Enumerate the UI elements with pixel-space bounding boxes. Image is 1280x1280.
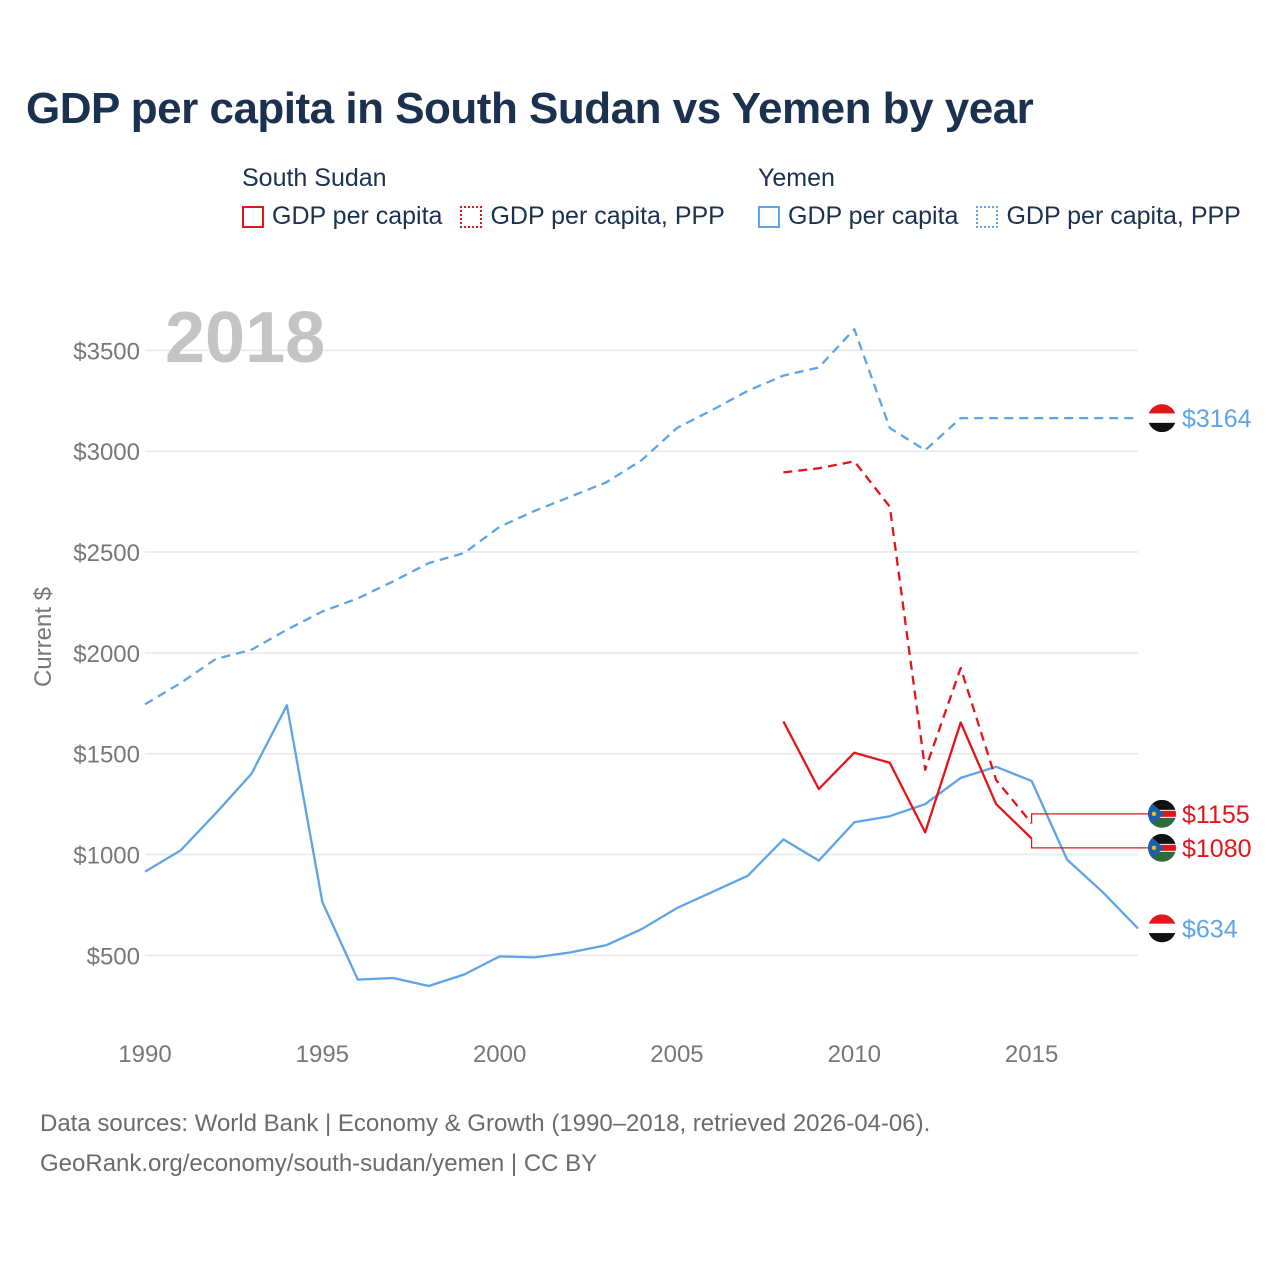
south-sudan-flag-icon [1148,833,1176,862]
series-layer [144,328,1139,988]
series-line-south-sudan-gdp-per-capita [782,720,1033,840]
y-tick-label: $2500 [73,540,140,567]
series-line-yemen-gdp-per-capita-ppp [144,328,1138,706]
y-tick-label: $2000 [73,641,140,668]
end-value-label: $1155 [1182,801,1250,829]
flag-stripe-green [1148,817,1176,828]
x-tick-label: 2005 [650,1041,703,1068]
legend-swatch-dotted [976,205,999,228]
data-source-note: Data sources: World Bank | Economy & Gro… [40,1110,931,1137]
legend-label: GDP per capita, PPP [490,202,725,230]
flag-stripe-black [1148,422,1176,433]
y-tick-label: $3000 [73,439,140,466]
series-line-south-sudan-gdp-per-capita-ppp [783,460,1033,825]
x-tick-label: 2000 [473,1041,526,1068]
axis-layer: $500 $1000 $1500 $2000 $2500 $3000 $3500 1990 19… [73,338,1058,1068]
flag-stripe-red [1148,914,1176,924]
legend-label: GDP per capita [272,202,443,230]
legend-swatch-solid [242,205,264,228]
y-tick-label: $500 [87,943,140,970]
flag-stripe-black [1148,933,1176,943]
legend-item-south-sudan-gdp-ppp[interactable]: GDP per capita, PPP [460,202,725,231]
legend-group-title: Yemen [758,164,835,192]
south-sudan-flag-icon [1148,799,1176,828]
legend-swatch-solid [758,205,780,228]
x-tick-label: 1995 [296,1041,349,1068]
yemen-flag-icon [1148,404,1176,433]
source-link[interactable]: GeoRank.org/economy/south-sudan/yemen | … [40,1150,598,1177]
flag-star [1151,845,1157,851]
legend-label: GDP per capita [788,202,959,230]
legend-group-south-sudan: South Sudan GDP per capita GDP per capit… [242,160,725,231]
y-tick-label: $3500 [73,338,140,365]
y-axis-title: Current $ [30,587,57,687]
flag-stripe-black [1148,799,1176,810]
label-layer: $3164 $1155 $1080 $634 [1031,404,1252,943]
legend-group-yemen: Yemen GDP per capita GDP per capita, PPP [758,160,1241,231]
chart-title: GDP per capita in South Sudan vs Yemen b… [26,84,1034,133]
flag-star [1151,811,1157,817]
x-tick-label: 2015 [1005,1041,1058,1068]
line-chart: 2018 $500 $1000 $1500 $2000 $2500 $3000 $3500 1… [30,298,1252,1068]
flag-stripe-black [1148,833,1176,844]
end-value-label: $3164 [1182,405,1252,433]
legend-label: GDP per capita, PPP [1006,202,1241,230]
legend-swatch-dotted [460,205,483,228]
end-label-connector [1031,838,1148,849]
flag-stripe-green [1148,851,1176,862]
legend-item-yemen-gdp-ppp[interactable]: GDP per capita, PPP [976,202,1241,231]
end-value-label: $634 [1182,915,1238,943]
footer: Data sources: World Bank | Economy & Gro… [40,1104,930,1184]
x-tick-label: 2010 [828,1041,881,1068]
legend-item-south-sudan-gdp[interactable]: GDP per capita [242,202,442,231]
yemen-flag-icon [1148,914,1176,943]
flag-stripe-red [1148,404,1176,414]
y-tick-label: $1000 [73,843,140,870]
grid-layer [145,349,1138,957]
series-line-yemen-gdp-per-capita [144,704,1139,988]
legend-group-title: South Sudan [242,164,387,192]
end-value-label: $1080 [1182,835,1252,863]
y-tick-label: $1500 [73,742,140,769]
legend-item-yemen-gdp[interactable]: GDP per capita [758,202,958,231]
x-tick-label: 1990 [118,1041,171,1068]
end-label-connector [1031,813,1148,824]
year-watermark: 2018 [165,298,325,378]
